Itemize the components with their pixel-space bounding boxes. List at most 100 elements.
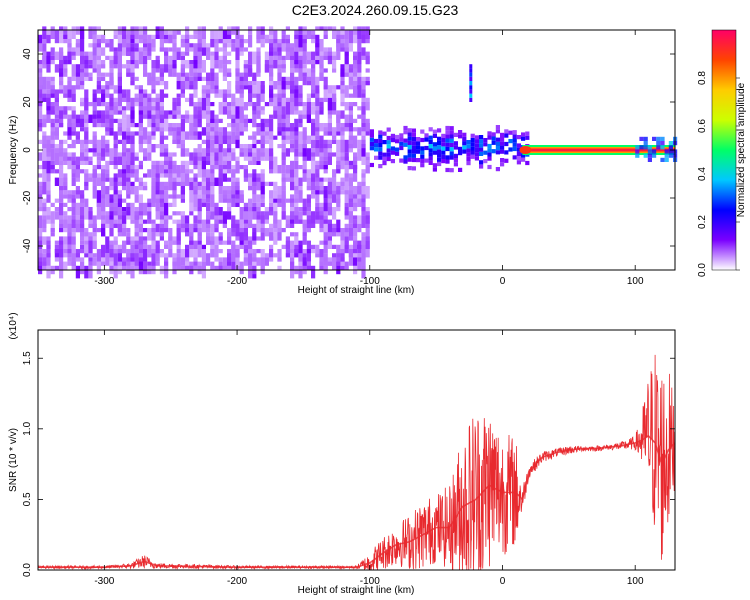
noise-cell [63,39,68,44]
noise-cell [151,240,156,254]
signal-cell [449,151,454,156]
noise-cell [273,55,278,65]
noise-cell [210,51,215,56]
noise-cell [180,139,185,149]
noise-cell [353,223,358,237]
noise-cell [332,139,337,144]
noise-cell [306,97,311,102]
noise-cell [327,240,332,249]
noise-cell [294,177,299,191]
noise-cell [206,114,211,128]
noise-cell [185,72,190,81]
noise-cell [101,198,106,212]
noise-cell [159,194,164,207]
noise-cell [109,207,114,220]
noise-cell [117,60,122,69]
noise-cell [159,253,164,258]
noise-cell [252,85,257,98]
noise-cell [361,215,366,228]
noise-cell [172,39,177,48]
signal-cell [416,137,421,142]
noise-cell [168,202,173,207]
noise-cell [42,51,47,65]
noise-cell [172,219,177,224]
noise-cell [168,123,173,136]
noise-cell [302,173,307,182]
noise-cell [353,51,358,60]
noise-cell [197,181,202,186]
signal-cell [420,129,425,134]
noise-cell [311,265,316,279]
noise-cell [67,207,72,212]
noise-cell [155,123,160,132]
noise-cell [59,26,64,31]
noise-cell [42,26,47,39]
signal-cell [369,137,374,142]
noise-cell [294,34,299,48]
noise-cell [290,232,295,237]
noise-cell [319,228,324,233]
noise-cell [117,110,122,115]
noise-cell [138,47,143,56]
noise-cell [71,198,76,207]
noise-cell [332,152,337,157]
noise-cell [243,219,248,224]
noise-cell [92,55,97,60]
noise-cell [231,177,236,191]
signal-cell [445,134,450,139]
noise-cell [84,118,89,132]
signal-cell [403,130,408,135]
noise-cell [243,39,248,44]
noise-cell [113,253,118,266]
noise-cell [273,165,278,174]
noise-cell [75,131,80,140]
signal-cell [487,135,492,140]
noise-cell [210,39,215,48]
noise-cell [151,114,156,128]
signal-cell [416,158,421,163]
noise-cell [227,89,232,94]
noise-cell [155,173,160,186]
noise-cell [298,93,303,102]
signal-cell [437,136,442,141]
noise-cell [298,207,303,212]
noise-cell [281,93,286,107]
x-tick-label: -200 [227,576,247,587]
noise-cell [298,68,303,81]
noise-cell [235,106,240,119]
noise-cell [122,26,127,39]
noise-cell [260,106,265,111]
noise-cell [180,198,185,203]
noise-cell [193,106,198,119]
noise-cell [71,76,76,81]
noise-cell [50,144,55,149]
signal-cell [449,147,454,152]
noise-cell [46,114,51,123]
noise-cell [327,148,332,153]
noise-cell [323,26,328,39]
noise-cell [277,198,282,207]
noise-cell [323,97,328,102]
noise-cell [134,194,139,203]
signal-cell [399,158,404,163]
noise-cell [302,236,307,245]
noise-cell [290,177,295,191]
noise-cell [105,106,110,119]
snr-frame [37,329,676,571]
noise-cell [130,202,135,207]
noise-cell [239,76,244,90]
noise-cell [348,207,353,220]
colorbar-gradient [712,30,736,270]
noise-cell [172,60,177,69]
noise-cell [235,156,240,161]
noise-cell [264,139,269,144]
noise-cell [315,244,320,254]
noise-cell [214,211,219,224]
signal-cell [483,138,488,143]
signal-cell [407,149,412,154]
noise-cell [147,144,152,153]
noise-cell [273,190,278,199]
signal-cell [432,150,437,155]
noise-cell [243,144,248,157]
noise-cell [164,228,169,233]
